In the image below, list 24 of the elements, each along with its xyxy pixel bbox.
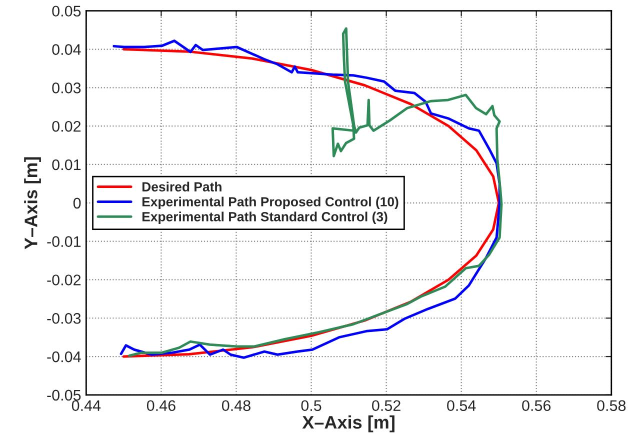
y-tick-label: 0.01 bbox=[52, 159, 81, 170]
y-tick-label: -0.04 bbox=[47, 351, 81, 362]
x-tick-label: 0.44 bbox=[72, 400, 101, 412]
y-tick-label: 0.04 bbox=[52, 44, 81, 55]
legend-label: Experimental Path Proposed Control (10) bbox=[142, 196, 398, 210]
x-tick-label: 0.54 bbox=[447, 400, 476, 412]
y-tick-label: -0.03 bbox=[47, 312, 81, 324]
y-tick-label: 0.05 bbox=[52, 6, 81, 17]
y-tick-label: 0.03 bbox=[52, 82, 81, 94]
y-tick-label: -0.01 bbox=[47, 236, 81, 247]
y-tick-label: 0.02 bbox=[52, 120, 81, 132]
y-axis-title: Y–Axis [m] bbox=[24, 157, 41, 250]
x-tick-label: 0.46 bbox=[146, 400, 176, 412]
x-tick-label: 0.58 bbox=[597, 400, 626, 412]
x-tick-label: 0.52 bbox=[372, 400, 400, 412]
x-tick-label: 0.5 bbox=[301, 400, 322, 412]
y-tick-label: 0 bbox=[73, 198, 81, 209]
y-tick-label: -0.05 bbox=[47, 390, 81, 401]
x-tick-label: 0.56 bbox=[522, 400, 551, 412]
legend-label: Desired Path bbox=[142, 182, 222, 192]
x-tick-label: 0.48 bbox=[222, 400, 250, 412]
legend-label: Experimental Path Standard Control (3) bbox=[142, 212, 388, 224]
x-axis-title: X–Axis [m] bbox=[302, 415, 394, 432]
y-tick-label: -0.02 bbox=[47, 274, 81, 286]
